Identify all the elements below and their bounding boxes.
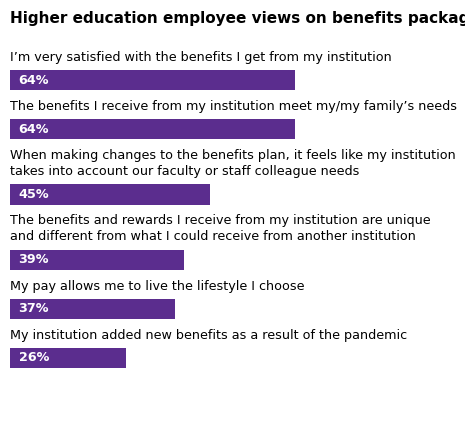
Text: 45%: 45%: [19, 188, 49, 201]
Text: My institution added new benefits as a result of the pandemic: My institution added new benefits as a r…: [10, 329, 407, 342]
Text: The benefits I receive from my institution meet my/my family’s needs: The benefits I receive from my instituti…: [10, 100, 457, 113]
Text: My pay allows me to live the lifestyle I choose: My pay allows me to live the lifestyle I…: [10, 280, 305, 293]
Text: 64%: 64%: [19, 74, 49, 87]
Text: 26%: 26%: [19, 351, 49, 365]
Text: 37%: 37%: [19, 302, 49, 315]
Text: 64%: 64%: [19, 123, 49, 136]
Text: I’m very satisfied with the benefits I get from my institution: I’m very satisfied with the benefits I g…: [10, 51, 392, 64]
Text: The benefits and rewards I receive from my institution are unique
and different : The benefits and rewards I receive from …: [10, 214, 431, 243]
Text: 39%: 39%: [19, 253, 49, 266]
Text: Higher education employee views on benefits packages: Higher education employee views on benef…: [10, 11, 465, 26]
Text: When making changes to the benefits plan, it feels like my institution
takes int: When making changes to the benefits plan…: [10, 149, 456, 178]
